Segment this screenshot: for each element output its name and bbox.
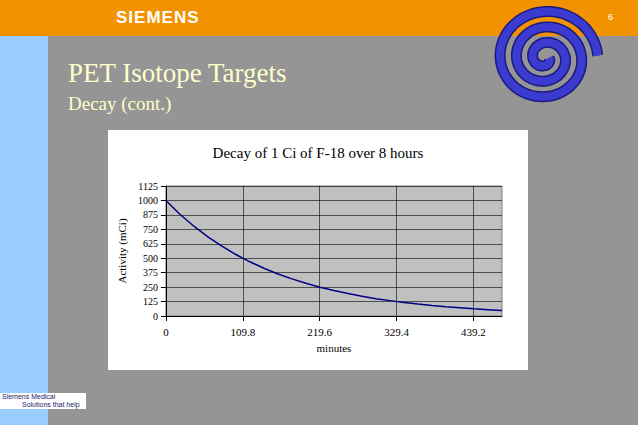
svg-text:625: 625 [143, 238, 158, 249]
svg-text:Activity (mCi): Activity (mCi) [116, 218, 129, 283]
svg-text:0: 0 [153, 311, 158, 322]
svg-text:329.4: 329.4 [384, 326, 409, 338]
svg-text:0: 0 [163, 326, 169, 338]
svg-text:750: 750 [143, 224, 158, 235]
svg-text:875: 875 [143, 209, 158, 220]
svg-text:500: 500 [143, 253, 158, 264]
svg-text:219.6: 219.6 [307, 326, 332, 338]
svg-text:439.2: 439.2 [461, 326, 486, 338]
svg-text:1000: 1000 [138, 195, 158, 206]
svg-text:125: 125 [143, 296, 158, 307]
svg-text:Decay of 1 Ci of F-18 over 8 h: Decay of 1 Ci of F-18 over 8 hours [213, 145, 424, 161]
svg-text:109.8: 109.8 [230, 326, 255, 338]
svg-text:1125: 1125 [138, 181, 158, 192]
html-text:Decay (cont.): Decay (cont.) [68, 93, 172, 114]
html-text:PET Isotope Targets: PET Isotope Targets [68, 58, 287, 88]
html-text:6: 6 [608, 12, 613, 22]
svg-text:250: 250 [143, 282, 158, 293]
svg-text:minutes: minutes [317, 342, 352, 354]
svg-text:375: 375 [143, 267, 158, 278]
html-text:Solutions that help: Solutions that help [22, 401, 80, 408]
html-text:Siemens Medical: Siemens Medical [2, 393, 56, 400]
html-text:SIEMENS: SIEMENS [116, 8, 200, 27]
